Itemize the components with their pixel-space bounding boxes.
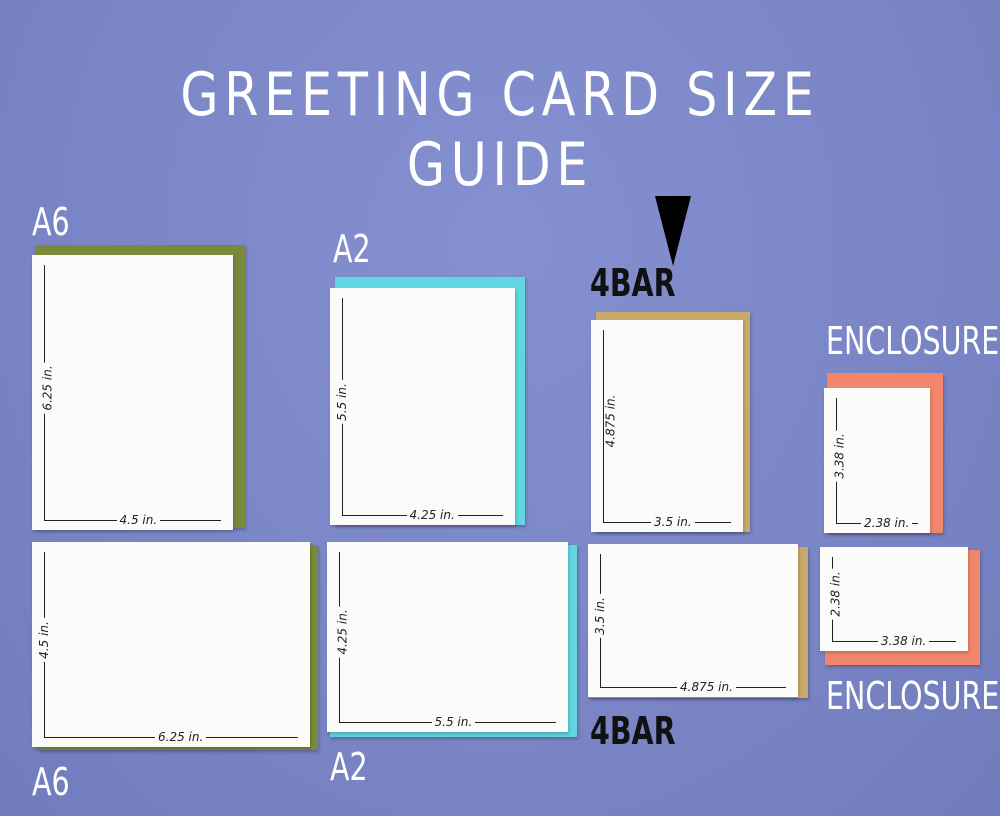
height-label: 2.38 in. (829, 568, 843, 620)
size-label: ENCLOSURE (826, 674, 1000, 718)
size-label: A2 (333, 227, 371, 271)
height-label: 6.25 in. (41, 361, 55, 414)
width-label: 3.38 in. (878, 635, 930, 647)
width-label: 4.875 in. (677, 681, 736, 693)
width-label: 6.25 in. (155, 731, 207, 743)
width-label: 4.25 in. (406, 509, 458, 521)
size-label: A6 (32, 200, 70, 244)
width-label: 3.5 in. (651, 516, 695, 528)
height-dimension-line (603, 330, 604, 522)
card (330, 288, 515, 525)
size-label: 4BAR (590, 709, 676, 753)
width-label: 2.38 in. (861, 517, 913, 529)
height-label: 3.38 in. (833, 429, 847, 482)
height-label: 4.5 in. (37, 617, 51, 662)
card (327, 542, 568, 732)
card (820, 547, 968, 651)
height-label: 5.5 in. (335, 379, 349, 424)
card (32, 255, 233, 530)
card (32, 542, 310, 747)
size-label: A6 (32, 760, 70, 804)
height-label: 4.25 in. (336, 606, 350, 658)
width-label: 5.5 in. (431, 716, 476, 728)
height-label: 4.875 in. (603, 391, 617, 451)
down-triangle-icon (655, 196, 691, 266)
card (588, 544, 798, 697)
size-label: ENCLOSURE (826, 319, 1000, 363)
size-label: 4BAR (590, 261, 676, 305)
page-title: GREETING CARD SIZE GUIDE (180, 60, 820, 200)
width-label: 4.5 in. (116, 514, 161, 526)
size-label: A2 (330, 745, 368, 789)
height-label: 3.5 in. (593, 593, 607, 638)
